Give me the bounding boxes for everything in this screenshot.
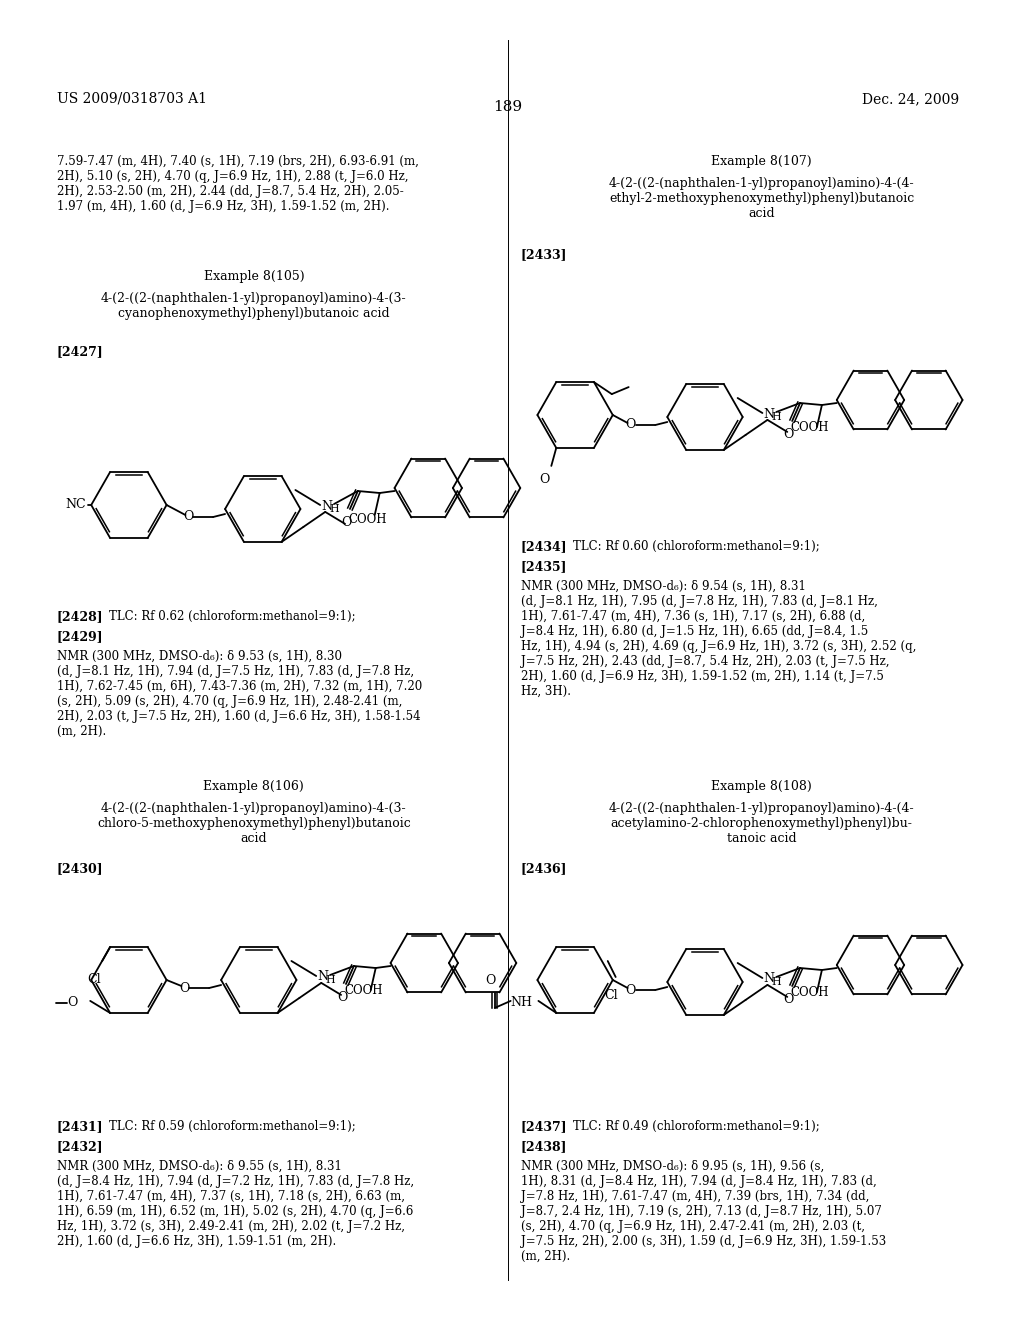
Text: N: N [317, 970, 329, 983]
Text: NMR (300 MHz, DMSO-d₆): δ 9.55 (s, 1H), 8.31
(d, J=8.4 Hz, 1H), 7.94 (d, J=7.2 H: NMR (300 MHz, DMSO-d₆): δ 9.55 (s, 1H), … [56, 1160, 414, 1247]
Text: [2438]: [2438] [520, 1140, 567, 1152]
Text: 4-(2-((2-(naphthalen-1-yl)propanoyl)amino)-4-(4-
acetylamino-2-chlorophenoxymeth: 4-(2-((2-(naphthalen-1-yl)propanoyl)amin… [608, 803, 914, 845]
Text: O: O [341, 516, 351, 529]
Text: [2429]: [2429] [56, 630, 103, 643]
Text: 189: 189 [494, 100, 522, 114]
Text: O: O [68, 997, 78, 1010]
Text: NC: NC [66, 499, 86, 511]
Text: TLC: Rf 0.49 (chloroform:methanol=9:1);: TLC: Rf 0.49 (chloroform:methanol=9:1); [573, 1119, 820, 1133]
Text: 7.59-7.47 (m, 4H), 7.40 (s, 1H), 7.19 (brs, 2H), 6.93-6.91 (m,
2H), 5.10 (s, 2H): 7.59-7.47 (m, 4H), 7.40 (s, 1H), 7.19 (b… [56, 154, 419, 213]
Text: H: H [771, 412, 781, 422]
Text: COOH: COOH [791, 421, 828, 434]
Text: [2431]: [2431] [56, 1119, 103, 1133]
Text: Example 8(107): Example 8(107) [712, 154, 812, 168]
Text: [2434]: [2434] [520, 540, 567, 553]
Text: O: O [337, 991, 347, 1005]
Text: H: H [329, 504, 339, 513]
Text: [2427]: [2427] [56, 345, 103, 358]
Text: O: O [485, 974, 496, 987]
Text: [2432]: [2432] [56, 1140, 103, 1152]
Text: O: O [179, 982, 189, 994]
Text: N: N [764, 408, 774, 421]
Text: [2430]: [2430] [56, 862, 103, 875]
Text: H: H [326, 975, 335, 985]
Text: 4-(2-((2-(naphthalen-1-yl)propanoyl)amino)-4-(3-
chloro-5-methoxyphenoxymethyl)p: 4-(2-((2-(naphthalen-1-yl)propanoyl)amin… [97, 803, 411, 845]
Text: 4-(2-((2-(naphthalen-1-yl)propanoyl)amino)-4-(4-
ethyl-2-methoxyphenoxymethyl)ph: 4-(2-((2-(naphthalen-1-yl)propanoyl)amin… [608, 177, 914, 220]
Text: Cl: Cl [604, 989, 617, 1002]
Text: O: O [626, 418, 636, 432]
Text: TLC: Rf 0.62 (chloroform:methanol=9:1);: TLC: Rf 0.62 (chloroform:methanol=9:1); [110, 610, 355, 623]
Text: COOH: COOH [348, 513, 386, 527]
Text: 4-(2-((2-(naphthalen-1-yl)propanoyl)amino)-4-(3-
cyanophenoxymethyl)phenyl)butan: 4-(2-((2-(naphthalen-1-yl)propanoyl)amin… [101, 292, 407, 319]
Text: O: O [183, 511, 194, 524]
Text: [2433]: [2433] [520, 248, 567, 261]
Text: [2435]: [2435] [520, 560, 567, 573]
Text: Example 8(105): Example 8(105) [204, 271, 304, 282]
Text: Example 8(108): Example 8(108) [711, 780, 812, 793]
Text: NMR (300 MHz, DMSO-d₆): δ 9.95 (s, 1H), 9.56 (s,
1H), 8.31 (d, J=8.4 Hz, 1H), 7.: NMR (300 MHz, DMSO-d₆): δ 9.95 (s, 1H), … [520, 1160, 886, 1263]
Text: Dec. 24, 2009: Dec. 24, 2009 [862, 92, 958, 106]
Text: Cl: Cl [87, 973, 101, 986]
Text: [2437]: [2437] [520, 1119, 567, 1133]
Text: N: N [322, 499, 332, 512]
Text: O: O [783, 428, 794, 441]
Text: COOH: COOH [344, 985, 383, 998]
Text: N: N [764, 973, 774, 986]
Text: O: O [626, 983, 636, 997]
Text: TLC: Rf 0.60 (chloroform:methanol=9:1);: TLC: Rf 0.60 (chloroform:methanol=9:1); [573, 540, 820, 553]
Text: US 2009/0318703 A1: US 2009/0318703 A1 [56, 92, 207, 106]
Text: [2428]: [2428] [56, 610, 103, 623]
Text: O: O [783, 993, 794, 1006]
Text: TLC: Rf 0.59 (chloroform:methanol=9:1);: TLC: Rf 0.59 (chloroform:methanol=9:1); [110, 1119, 355, 1133]
Text: NMR (300 MHz, DMSO-d₆): δ 9.53 (s, 1H), 8.30
(d, J=8.1 Hz, 1H), 7.94 (d, J=7.5 H: NMR (300 MHz, DMSO-d₆): δ 9.53 (s, 1H), … [56, 649, 422, 738]
Text: Example 8(106): Example 8(106) [204, 780, 304, 793]
Text: COOH: COOH [791, 986, 828, 999]
Text: NMR (300 MHz, DMSO-d₆): δ 9.54 (s, 1H), 8.31
(d, J=8.1 Hz, 1H), 7.95 (d, J=7.8 H: NMR (300 MHz, DMSO-d₆): δ 9.54 (s, 1H), … [520, 579, 915, 698]
Text: H: H [771, 977, 781, 987]
Text: [2436]: [2436] [520, 862, 567, 875]
Text: NH: NH [511, 997, 532, 1010]
Text: O: O [540, 474, 550, 486]
